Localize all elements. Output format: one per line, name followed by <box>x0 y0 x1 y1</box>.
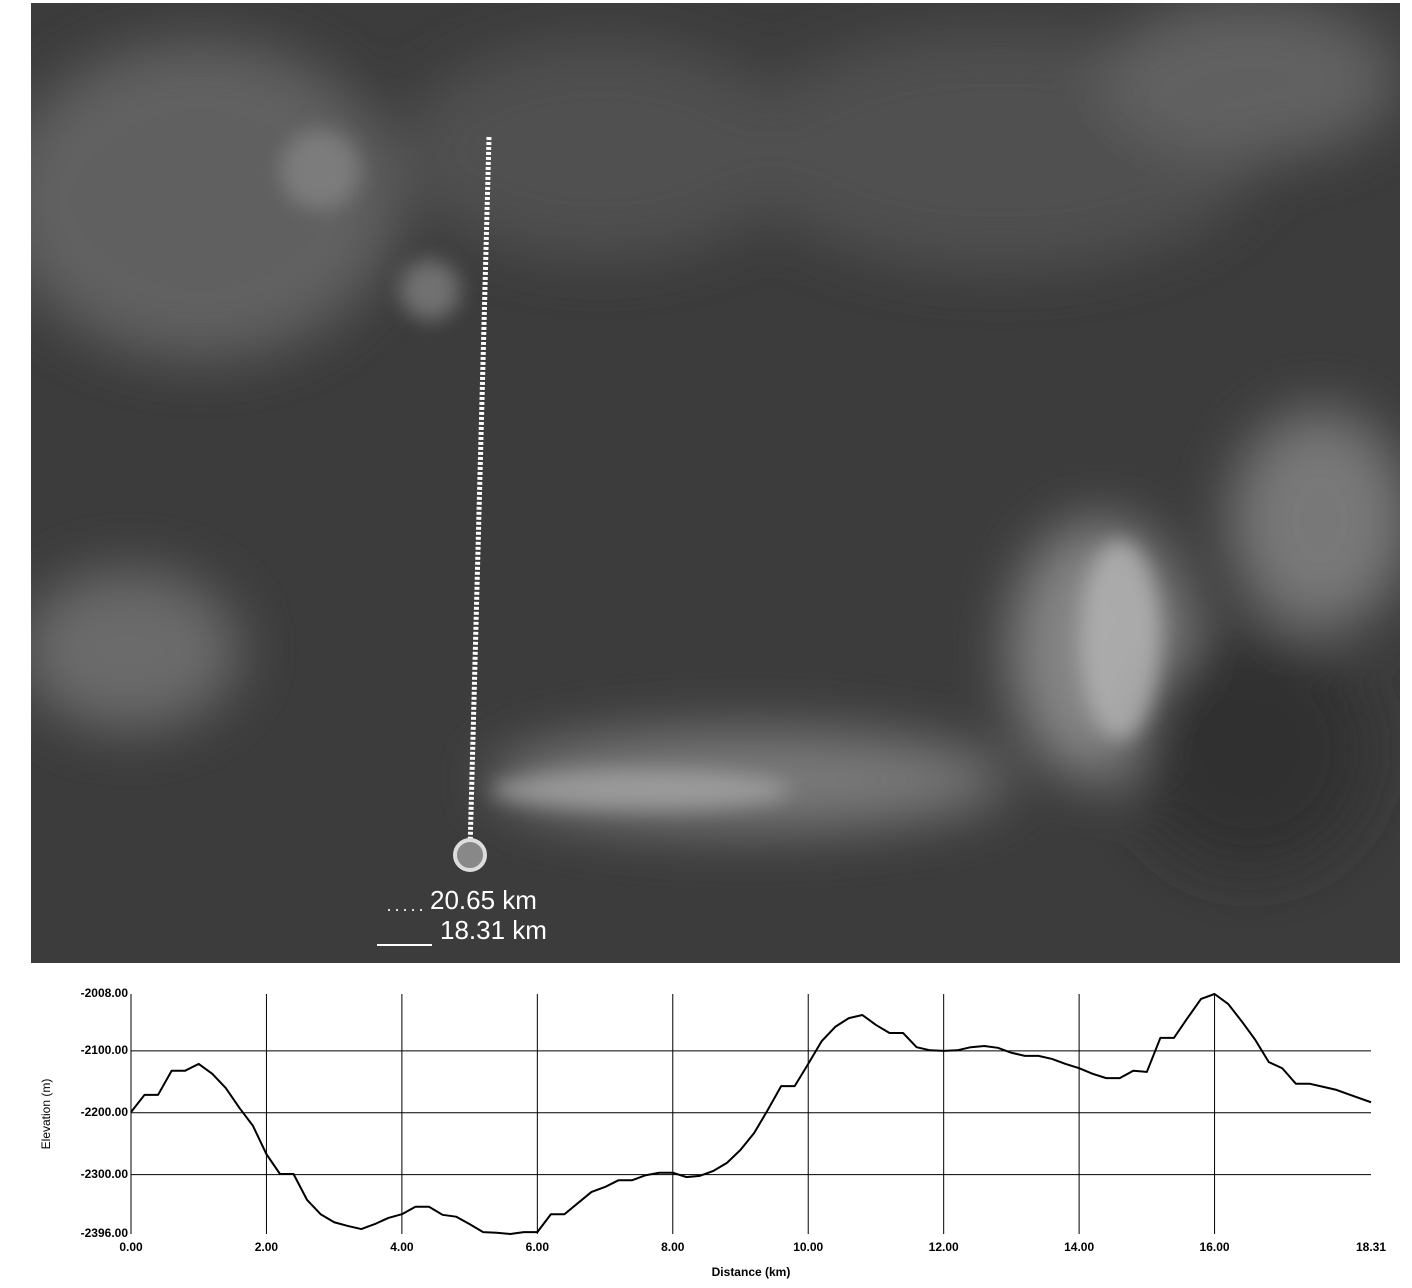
x-tick-label: 8.00 <box>661 1240 685 1254</box>
x-tick-label: 0.00 <box>119 1240 143 1254</box>
profile-chart: Elevation (m) Distance (km) -2396.00 -230… <box>39 986 1386 1279</box>
y-tick-label: -2100.00 <box>81 1043 129 1057</box>
x-tick-label: 12.00 <box>929 1240 959 1254</box>
x-axis-title: Distance (km) <box>712 1265 791 1279</box>
x-tick-label: 2.00 <box>255 1240 279 1254</box>
y-axis-title: Elevation (m) <box>39 1079 53 1150</box>
x-tick-label: 14.00 <box>1064 1240 1094 1254</box>
x-tick-label: 18.31 <box>1356 1240 1386 1254</box>
screen: 20.65 km 18.31 km Elevation (m) Distance… <box>0 0 1412 1283</box>
page: 20.65 km 18.31 km Elevation (m) Distance… <box>0 0 1412 1283</box>
x-tick-label: 4.00 <box>390 1240 414 1254</box>
y-tick-label: -2300.00 <box>81 1167 129 1181</box>
x-tick-label: 6.00 <box>526 1240 550 1254</box>
y-tick-label: -2200.00 <box>81 1105 129 1119</box>
y-tick-label: -2008.00 <box>81 986 129 1000</box>
y-tick-label: -2396.00 <box>81 1226 129 1240</box>
x-tick-label: 10.00 <box>793 1240 823 1254</box>
elevation-line <box>131 994 1371 1234</box>
path-distance: 20.65 km <box>430 885 537 915</box>
lunar-image: 20.65 km 18.31 km <box>0 0 1410 963</box>
measure-end <box>455 840 485 870</box>
x-tick-label: 16.00 <box>1200 1240 1230 1254</box>
straight-distance: 18.31 km <box>440 915 547 945</box>
